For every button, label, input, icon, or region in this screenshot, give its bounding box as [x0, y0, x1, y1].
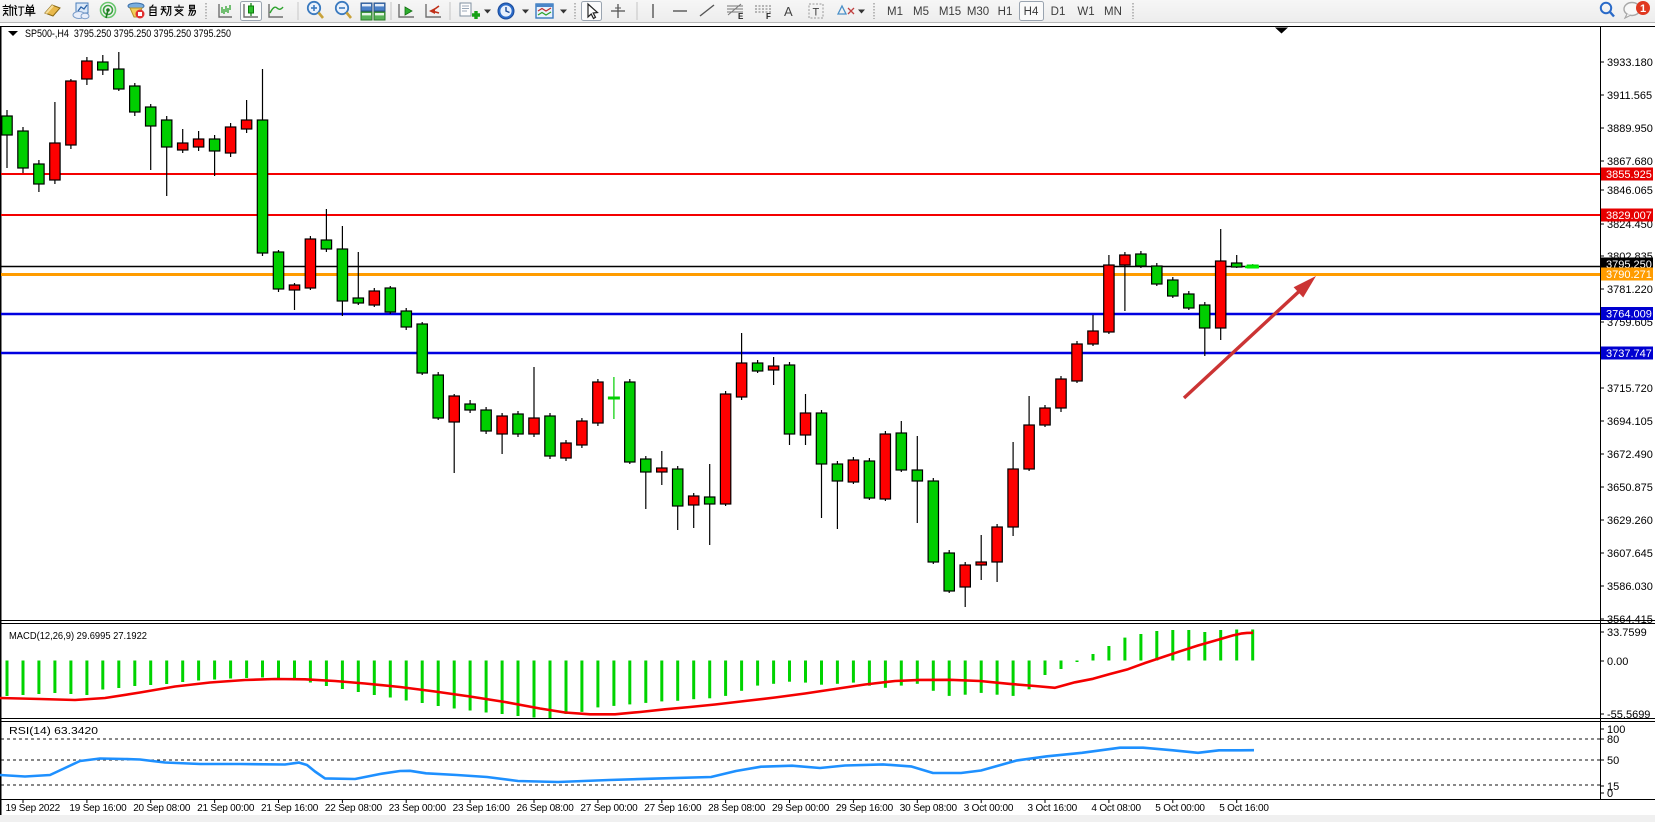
- svg-text:27 Sep 16:00: 27 Sep 16:00: [644, 803, 702, 814]
- svg-text:15: 15: [1607, 781, 1619, 793]
- svg-text:4 Oct 08:00: 4 Oct 08:00: [1091, 803, 1141, 814]
- svg-text:3790.271: 3790.271: [1606, 269, 1652, 281]
- svg-text:-55.5699: -55.5699: [1607, 709, 1650, 721]
- svg-text:W1: W1: [1077, 6, 1094, 18]
- svg-text:MN: MN: [1104, 6, 1122, 18]
- svg-text:20 Sep 08:00: 20 Sep 08:00: [133, 803, 191, 814]
- svg-text:28 Sep 08:00: 28 Sep 08:00: [708, 803, 766, 814]
- svg-text:100: 100: [1607, 724, 1625, 736]
- svg-text:1: 1: [1640, 3, 1646, 15]
- svg-text:19 Sep 2022: 19 Sep 2022: [6, 803, 61, 814]
- svg-text:5 Oct 16:00: 5 Oct 16:00: [1219, 803, 1269, 814]
- svg-text:29 Sep 00:00: 29 Sep 00:00: [772, 803, 830, 814]
- svg-text:3607.645: 3607.645: [1607, 548, 1653, 560]
- svg-text:29 Sep 16:00: 29 Sep 16:00: [836, 803, 894, 814]
- svg-text:3672.490: 3672.490: [1607, 449, 1653, 461]
- svg-text:30 Sep 08:00: 30 Sep 08:00: [900, 803, 958, 814]
- svg-text:21 Sep 00:00: 21 Sep 00:00: [197, 803, 255, 814]
- svg-text:3715.720: 3715.720: [1607, 383, 1653, 395]
- svg-text:3824.450: 3824.450: [1607, 219, 1653, 231]
- svg-text:3737.747: 3737.747: [1606, 348, 1652, 360]
- svg-text:T: T: [813, 7, 820, 19]
- svg-text:MACD(12,26,9) 29.6995 27.1922: MACD(12,26,9) 29.6995 27.1922: [9, 630, 147, 642]
- svg-text:H4: H4: [1024, 6, 1039, 18]
- svg-text:3829.007: 3829.007: [1606, 210, 1652, 222]
- svg-text:22 Sep 08:00: 22 Sep 08:00: [325, 803, 383, 814]
- svg-text:3764.009: 3764.009: [1606, 309, 1652, 321]
- svg-text:H1: H1: [998, 6, 1013, 18]
- svg-text:3586.030: 3586.030: [1607, 581, 1653, 593]
- svg-text:3781.220: 3781.220: [1607, 284, 1653, 296]
- svg-text:0.00: 0.00: [1607, 656, 1628, 668]
- svg-text:3629.260: 3629.260: [1607, 515, 1653, 527]
- svg-text:3650.875: 3650.875: [1607, 482, 1653, 494]
- svg-text:SP500-,H4 3795.250 3795.250 3: SP500-,H4 3795.250 3795.250 3795.250 379…: [25, 28, 231, 40]
- svg-text:3933.180: 3933.180: [1607, 57, 1653, 69]
- svg-text:3 Oct 16:00: 3 Oct 16:00: [1028, 803, 1078, 814]
- svg-text:3 Oct 00:00: 3 Oct 00:00: [964, 803, 1014, 814]
- svg-text:0: 0: [1607, 788, 1613, 800]
- svg-text:3889.950: 3889.950: [1607, 123, 1653, 135]
- svg-text:3694.105: 3694.105: [1607, 416, 1653, 428]
- svg-text:M1: M1: [887, 6, 903, 18]
- svg-text:D1: D1: [1051, 6, 1066, 18]
- svg-text:26 Sep 08:00: 26 Sep 08:00: [517, 803, 575, 814]
- svg-text:3867.680: 3867.680: [1607, 156, 1653, 168]
- svg-text:M30: M30: [967, 6, 989, 18]
- svg-text:5 Oct 00:00: 5 Oct 00:00: [1155, 803, 1205, 814]
- svg-text:50: 50: [1607, 755, 1619, 767]
- svg-text:RSI(14) 63.3420: RSI(14) 63.3420: [9, 725, 98, 737]
- svg-text:E: E: [738, 12, 744, 21]
- svg-text:A: A: [784, 4, 793, 19]
- svg-text:3855.925: 3855.925: [1606, 169, 1652, 181]
- svg-text:23 Sep 16:00: 23 Sep 16:00: [453, 803, 511, 814]
- svg-text:F: F: [766, 12, 771, 21]
- svg-text:3911.565: 3911.565: [1607, 90, 1652, 102]
- svg-text:3564.415: 3564.415: [1607, 614, 1653, 626]
- svg-text:M5: M5: [913, 6, 929, 18]
- svg-text:19 Sep 16:00: 19 Sep 16:00: [69, 803, 127, 814]
- svg-text:M15: M15: [939, 6, 961, 18]
- svg-text:23 Sep 00:00: 23 Sep 00:00: [389, 803, 447, 814]
- svg-text:27 Sep 00:00: 27 Sep 00:00: [580, 803, 638, 814]
- svg-text:3846.065: 3846.065: [1607, 185, 1653, 197]
- svg-text:80: 80: [1607, 734, 1619, 746]
- svg-text:21 Sep 16:00: 21 Sep 16:00: [261, 803, 319, 814]
- svg-text:33.7599: 33.7599: [1607, 627, 1647, 639]
